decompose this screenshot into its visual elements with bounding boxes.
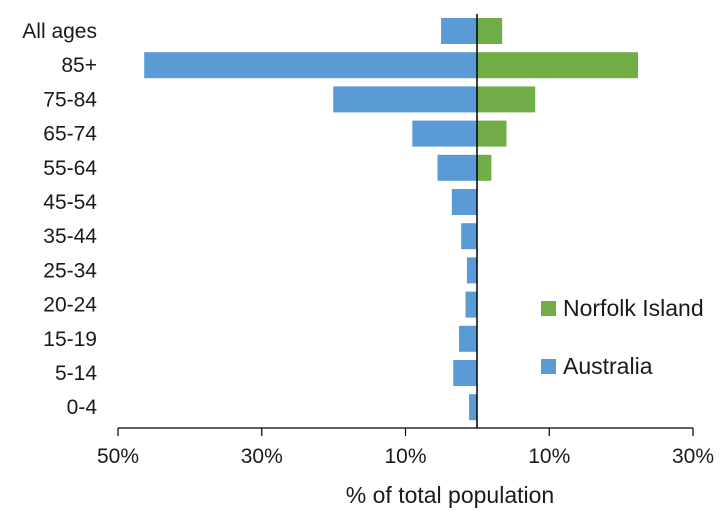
bar-australia-45-54 bbox=[451, 189, 477, 215]
x-tick-label: 30% bbox=[241, 445, 283, 468]
bar-australia-25-34 bbox=[466, 257, 477, 284]
bar-australia-65-74 bbox=[412, 120, 477, 147]
category-label: 75-84 bbox=[43, 88, 97, 111]
category-label: 20-24 bbox=[43, 294, 97, 317]
category-label: 5-14 bbox=[55, 362, 97, 385]
bar-australia-85+ bbox=[144, 52, 477, 79]
category-label: All ages bbox=[22, 20, 97, 43]
category-label: 55-64 bbox=[43, 157, 97, 180]
x-tick-label: 30% bbox=[672, 445, 714, 468]
x-tick-label: 50% bbox=[97, 445, 139, 468]
bar-australia-all-ages bbox=[441, 18, 477, 44]
category-label: 45-54 bbox=[43, 191, 97, 214]
bar-australia-20-24 bbox=[465, 291, 477, 318]
bar-australia-5-14 bbox=[453, 360, 477, 386]
bar-norfolk-island-85+ bbox=[477, 52, 638, 79]
category-label: 25-34 bbox=[43, 259, 97, 282]
category-label: 35-44 bbox=[43, 225, 97, 248]
bar-australia-0-4 bbox=[469, 394, 477, 421]
category-label: 85+ bbox=[61, 54, 97, 77]
bar-australia-35-44 bbox=[461, 223, 477, 250]
bar-norfolk-island-all-ages bbox=[477, 18, 503, 44]
legend-label: Norfolk Island bbox=[563, 295, 704, 321]
bar-norfolk-island-55-64 bbox=[477, 154, 492, 181]
x-tick-label: 10% bbox=[384, 445, 426, 468]
x-axis-title: % of total population bbox=[346, 482, 554, 508]
category-label: 65-74 bbox=[43, 123, 97, 146]
bar-australia-15-19 bbox=[459, 325, 477, 352]
legend-swatch bbox=[541, 359, 556, 374]
legend-swatch bbox=[541, 301, 556, 316]
bar-norfolk-island-65-74 bbox=[477, 120, 507, 147]
bar-australia-75-84 bbox=[333, 86, 477, 113]
x-tick-label: 10% bbox=[528, 445, 570, 468]
category-label: 15-19 bbox=[43, 328, 97, 351]
legend-label: Australia bbox=[563, 353, 653, 379]
category-label: 0-4 bbox=[67, 396, 98, 419]
bar-australia-55-64 bbox=[437, 154, 477, 181]
bar-norfolk-island-75-84 bbox=[477, 86, 536, 113]
